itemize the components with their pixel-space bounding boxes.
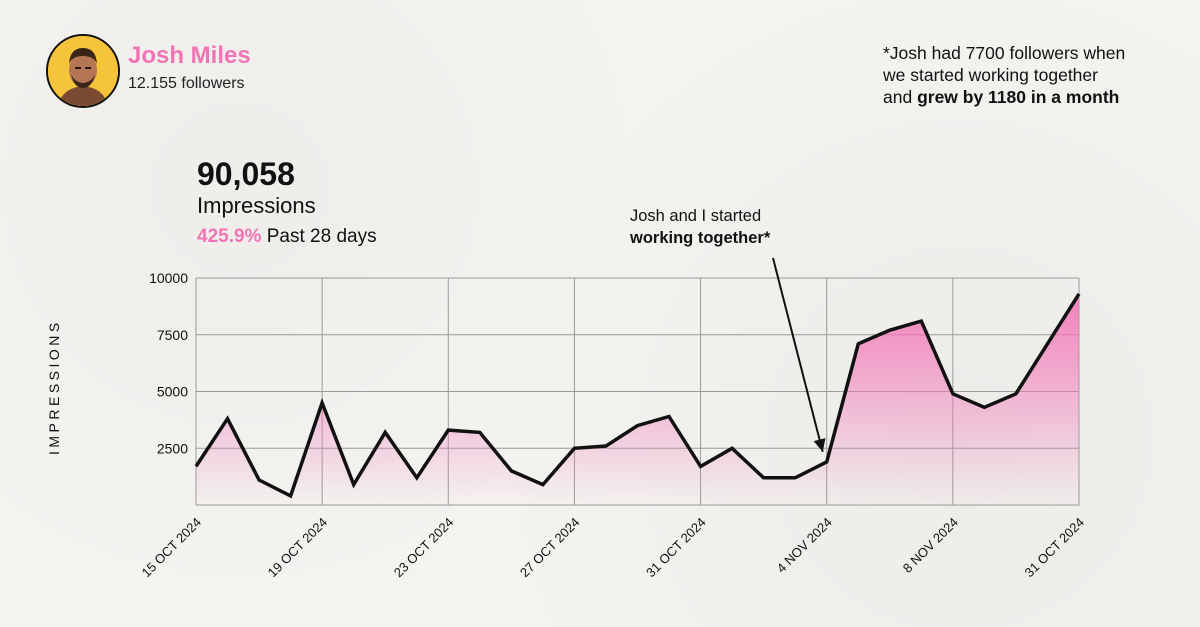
- x-tick-label: 8 NOV 2024: [900, 515, 961, 576]
- annotation-line-1: Josh and I started: [630, 207, 762, 225]
- start-annotation: Josh and I started working together*: [630, 205, 770, 249]
- annotation-line-2: working together*: [630, 229, 771, 247]
- followers-note: *Josh had 7700 followers when we started…: [883, 42, 1125, 108]
- impressions-area: [196, 293, 1079, 505]
- annotation-arrow: [772, 257, 824, 453]
- x-tick-label: 19 OCT 2024: [265, 515, 331, 581]
- impressions-total: 90,058: [197, 156, 295, 192]
- y-tick-label: 5000: [157, 384, 188, 400]
- follower-count: 12.155 followers: [128, 75, 245, 92]
- impressions-label: Impressions: [197, 193, 316, 218]
- y-tick-label: 7500: [157, 327, 188, 343]
- note-line-3-bold: grew by 1180 in a month: [917, 87, 1120, 107]
- x-tick-label: 31 OCT 2024: [1021, 515, 1087, 581]
- avatar: [46, 34, 120, 108]
- y-tick-label: 2500: [157, 440, 188, 456]
- y-tick-label: 10000: [149, 270, 188, 286]
- impressions-line: [194, 292, 1081, 499]
- note-line-3: and grew by 1180 in a month: [883, 86, 1125, 108]
- impressions-change: 425.9% Past 28 days: [197, 226, 377, 248]
- note-line-1: *Josh had 7700 followers when: [883, 43, 1126, 63]
- change-period: Past 28 days: [261, 226, 377, 247]
- note-line-3-prefix: and: [883, 87, 918, 107]
- profile-name: Josh Miles: [128, 42, 251, 69]
- avatar-icon: [48, 36, 118, 106]
- annotation-arrowhead: [813, 438, 826, 452]
- change-percent: 425.9%: [197, 226, 262, 247]
- x-tick-label: 23 OCT 2024: [391, 515, 457, 581]
- x-tick-label: 15 OCT 2024: [138, 515, 204, 581]
- x-tick-label: 31 OCT 2024: [643, 515, 709, 581]
- x-tick-label: 4 NOV 2024: [774, 515, 835, 576]
- note-line-2: we started working together: [883, 65, 1098, 85]
- x-tick-label: 27 OCT 2024: [517, 515, 583, 581]
